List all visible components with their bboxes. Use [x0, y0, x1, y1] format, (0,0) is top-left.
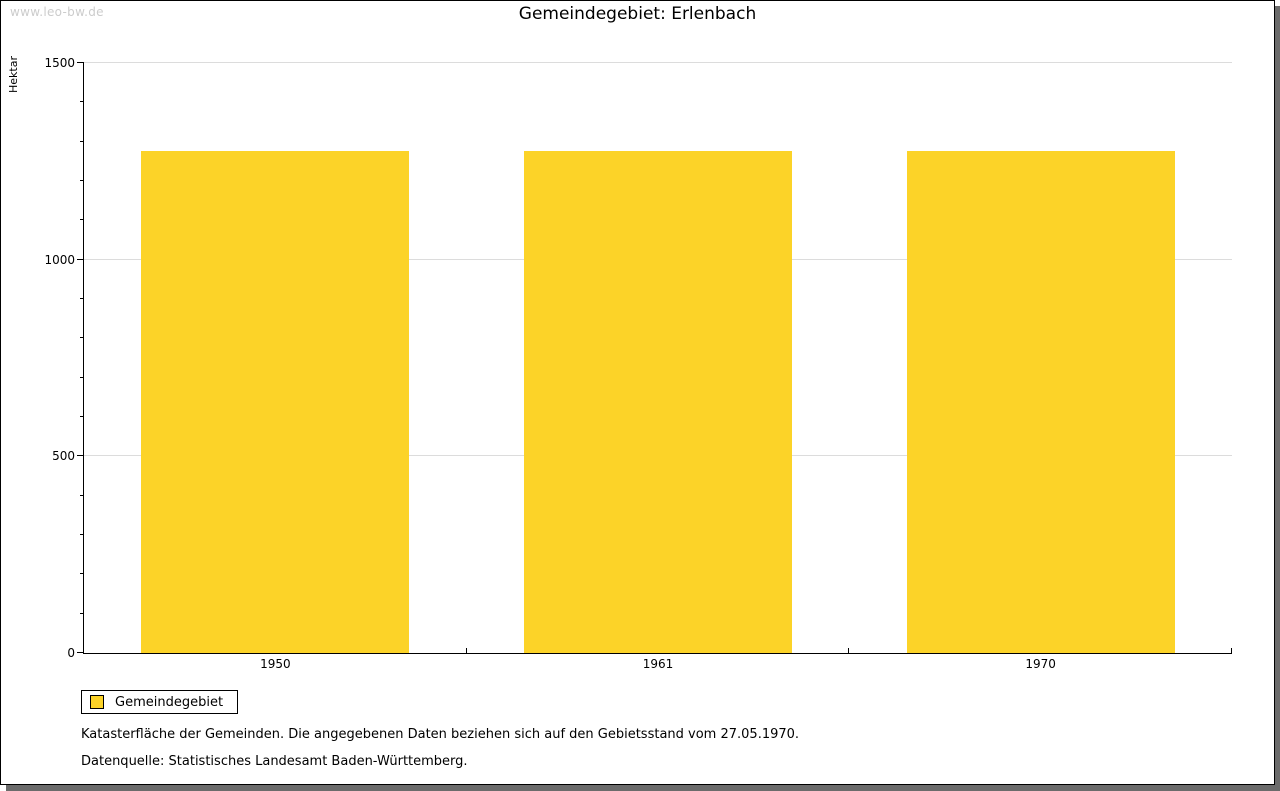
x-tick-label: 1950	[260, 657, 291, 671]
bar-1970	[906, 150, 1175, 653]
legend-swatch-icon	[90, 695, 104, 709]
y-tick-label: 1500	[44, 56, 75, 70]
y-major-tick-mark	[77, 62, 84, 63]
y-minor-tick-mark	[80, 219, 84, 221]
y-minor-tick-mark	[80, 534, 84, 535]
y-major-tick-mark	[77, 652, 84, 653]
x-tick-label: 1970	[1025, 657, 1056, 671]
y-minor-tick-mark	[80, 573, 84, 575]
watermark: www.leo-bw.de	[10, 5, 104, 19]
y-minor-tick-mark	[80, 612, 84, 614]
category-slot: 1950	[84, 63, 467, 671]
category-slot: 1970	[849, 63, 1233, 671]
bar-1950	[141, 150, 410, 653]
y-axis-label: Hektar	[7, 56, 20, 93]
footnote-source: Datenquelle: Statistisches Landesamt Bad…	[81, 754, 468, 769]
legend-label: Gemeindegebiet	[115, 694, 224, 710]
y-tick-label: 500	[52, 449, 75, 464]
y-tick-label: 1000	[44, 252, 75, 267]
bar-slots: 1950 1961 1970	[84, 63, 1233, 671]
chart-title: Gemeindegebiet: Erlenbach	[518, 4, 757, 24]
y-minor-tick-mark	[80, 140, 84, 142]
y-minor-tick-mark	[80, 376, 84, 378]
y-minor-tick-mark	[80, 494, 84, 496]
plot-area: 1950 1961 1970 0 500 1000 1500	[44, 56, 1233, 671]
footnote-description: Katasterfläche der Gemeinden. Die angege…	[81, 727, 800, 742]
x-axis-boundary-tick	[1231, 648, 1233, 653]
bar-1961	[524, 150, 792, 653]
y-major-tick-mark	[77, 258, 84, 260]
y-major-tick-mark	[77, 455, 84, 457]
y-minor-tick-mark	[80, 101, 84, 103]
gridline	[84, 62, 1232, 63]
y-tick-label: 0	[67, 646, 75, 660]
x-axis-boundary-tick	[848, 648, 850, 653]
x-tick-label: 1961	[642, 657, 674, 671]
y-minor-tick-mark	[80, 416, 84, 417]
category-slot: 1961	[467, 63, 850, 671]
legend: Gemeindegebiet	[81, 690, 239, 714]
x-axis-boundary-tick	[465, 648, 467, 653]
y-minor-tick-mark	[80, 298, 84, 299]
y-minor-tick-mark	[80, 337, 84, 339]
y-minor-tick-mark	[80, 180, 84, 181]
